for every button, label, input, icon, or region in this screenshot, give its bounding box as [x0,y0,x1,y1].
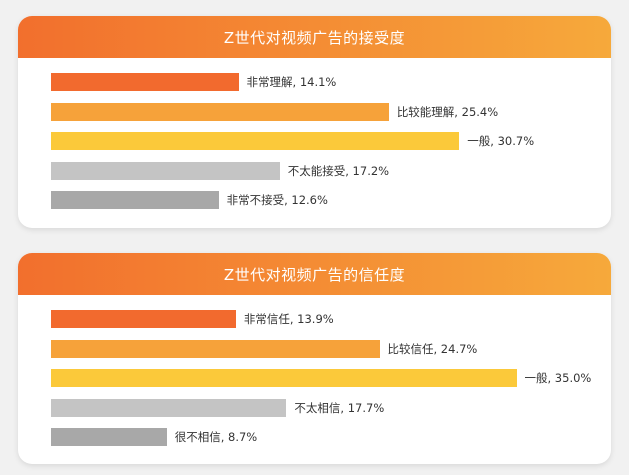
trust-bar [51,310,236,328]
trust-bar-label: 一般, 35.0% [524,371,592,385]
trust-bar-label: 不太相信, 17.7% [294,400,385,415]
acceptance-bar [51,102,389,121]
trust-bar-label: 很不相信, 8.7% [174,430,258,444]
acceptance-bar-row: 非常不接受, 12.6% [18,191,611,209]
trust-chart-card: Z世代对视频广告的信任度 非常信任, 13.9% 比较信任, 24.7% 一般, 3… [18,253,611,464]
acceptance-bar-label: 非常不接受, 12.6% [226,193,328,207]
acceptance-bar [51,191,219,209]
acceptance-bar-label: 比较能理解, 25.4% [396,104,499,119]
trust-bar [51,339,380,358]
trust-bar-row: 比较信任, 24.7% [18,339,611,358]
acceptance-bar-row: 不太能接受, 17.2% [18,161,611,180]
trust-bar [51,428,167,446]
acceptance-bar-label: 非常理解, 14.1% [246,75,337,89]
acceptance-bar [51,161,280,180]
trust-bar-row: 非常信任, 13.9% [18,310,611,328]
trust-bar-label: 比较信任, 24.7% [387,341,478,356]
acceptance-bar-label: 不太能接受, 17.2% [287,163,390,178]
acceptance-bar [51,73,239,91]
trust-bar-row: 不太相信, 17.7% [18,398,611,417]
trust-bar-label: 非常信任, 13.9% [243,312,334,326]
trust-chart-title: Z世代对视频广告的信任度 [18,253,611,295]
acceptance-chart-title: Z世代对视频广告的接受度 [18,16,611,58]
acceptance-chart-card: Z世代对视频广告的接受度 非常理解, 14.1% 比较能理解, 25.4% 一般, … [18,16,611,228]
trust-bar [51,398,287,417]
trust-bar [51,369,517,387]
acceptance-bar-label: 一般, 30.7% [467,134,535,148]
trust-chart-bars: 非常信任, 13.9% 比较信任, 24.7% 一般, 35.0% 不太相信, 17.… [18,295,611,464]
trust-bar-row: 一般, 35.0% [18,369,611,387]
acceptance-bar-row: 一般, 30.7% [18,132,611,150]
acceptance-chart-bars: 非常理解, 14.1% 比较能理解, 25.4% 一般, 30.7% 不太能接受, 1… [18,58,611,228]
acceptance-bar [51,132,460,150]
acceptance-bar-row: 比较能理解, 25.4% [18,102,611,121]
trust-bar-row: 很不相信, 8.7% [18,428,611,446]
acceptance-bar-row: 非常理解, 14.1% [18,73,611,91]
